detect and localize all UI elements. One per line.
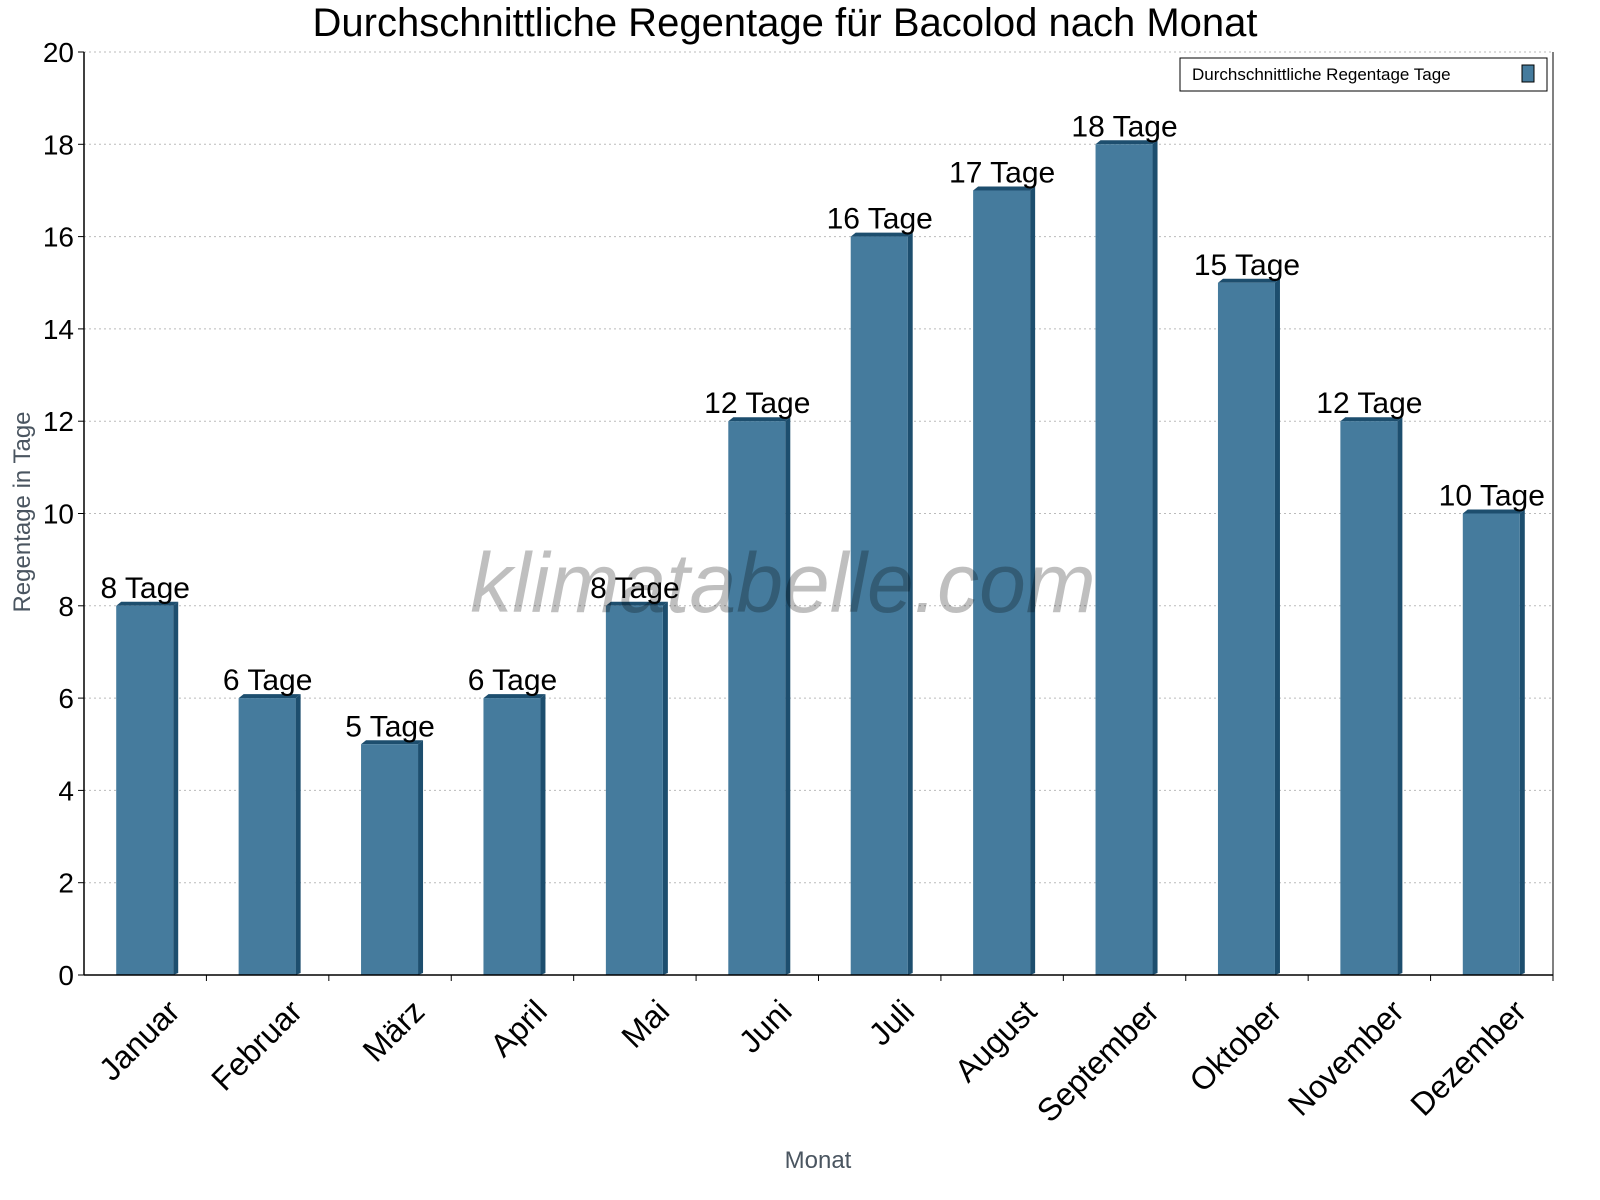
data-label: 6 Tage [468, 664, 558, 697]
y-tick-label: 10 [43, 499, 74, 530]
bar-side [785, 417, 791, 975]
bar [361, 744, 419, 975]
y-tick-label: 12 [43, 406, 74, 437]
x-tick-label: Oktober [1182, 993, 1288, 1099]
y-tick-label: 4 [58, 775, 74, 806]
x-tick-label: August [948, 993, 1044, 1089]
y-axis-label: Regentage in Tage [9, 411, 36, 612]
bar-side [1397, 417, 1403, 975]
bar-top [1340, 417, 1403, 422]
x-tick-label: Februar [204, 993, 309, 1098]
bar-top [483, 694, 546, 699]
bar-side [907, 232, 913, 976]
bar-side [295, 694, 301, 975]
x-tick-label: Januar [92, 993, 187, 1088]
bar [238, 698, 296, 975]
legend-swatch [1521, 64, 1535, 83]
data-label: 6 Tage [223, 664, 313, 697]
y-tick-label: 16 [43, 222, 74, 253]
x-axis-label: Monat [785, 1147, 852, 1174]
data-label: 15 Tage [1194, 249, 1300, 282]
x-tick-label: Mai [614, 993, 676, 1055]
x-tick-label: Juli [862, 993, 921, 1052]
bar-side [1030, 186, 1036, 975]
y-tick-label: 2 [58, 868, 74, 899]
data-label: 8 Tage [590, 572, 680, 605]
data-label: 18 Tage [1071, 110, 1177, 143]
legend-label: Durchschnittliche Regentage Tage [1192, 65, 1451, 84]
x-tick-label: November [1281, 993, 1411, 1123]
y-tick-label: 6 [58, 683, 74, 714]
bar [1095, 144, 1153, 976]
bar-top [238, 694, 301, 699]
y-tick-label: 14 [43, 314, 74, 345]
data-label: 8 Tage [100, 572, 190, 605]
bar-top [361, 740, 424, 745]
bar-top [1462, 509, 1525, 514]
bar-top [973, 186, 1036, 191]
bar [973, 190, 1031, 975]
bar-side [540, 694, 546, 975]
bar-top [1095, 140, 1158, 145]
bar [605, 605, 663, 975]
data-label: 12 Tage [704, 387, 810, 420]
bar-top [605, 601, 668, 606]
y-tick-label: 20 [43, 37, 74, 68]
bar-side [1519, 509, 1525, 975]
watermark: klimatabelle.com [470, 536, 1096, 630]
chart-title: Durchschnittliche Regentage für Bacolod … [313, 1, 1258, 45]
y-tick-label: 8 [58, 591, 74, 622]
bar [483, 698, 541, 975]
x-tick-label: April [483, 993, 554, 1064]
bar-side [662, 601, 668, 975]
bar-side [173, 601, 179, 975]
bar-top [1217, 278, 1280, 283]
bar-top [728, 417, 791, 422]
x-tick-label: September [1030, 993, 1166, 1129]
data-label: 12 Tage [1316, 387, 1422, 420]
x-axis-ticks: Januar Februar März April Mai Juni Juli AugustS… [92, 975, 1554, 1129]
data-label: 17 Tage [949, 156, 1055, 189]
bar-top [850, 232, 913, 237]
data-label: 16 Tage [827, 203, 933, 236]
bar-side [418, 740, 424, 975]
y-tick-label: 0 [58, 960, 74, 991]
grid-lines [84, 51, 1553, 884]
bars: 8 Tage 6 Tage 5 Tage 6 Tage 8 Tage 12 Tage 16 … [100, 110, 1545, 976]
bar-side [1274, 278, 1280, 975]
bar [1217, 282, 1275, 975]
bar [850, 236, 908, 976]
x-tick-label: Dezember [1403, 993, 1533, 1123]
bar [1462, 513, 1520, 975]
bar [116, 605, 174, 975]
data-label: 5 Tage [345, 710, 435, 743]
bar-side [1152, 140, 1158, 976]
data-label: 10 Tage [1439, 480, 1545, 513]
bar [1340, 421, 1398, 975]
y-tick-label: 18 [43, 129, 74, 160]
legend-box [1179, 57, 1548, 92]
x-tick-label: Juni [732, 993, 799, 1060]
bar-top [116, 601, 179, 606]
y-axis-ticks: 0 2 4 6 8 10 12 14 16 18 20 [43, 37, 84, 991]
bar [728, 421, 786, 975]
legend: Durchschnittliche Regentage Tage [1179, 57, 1548, 92]
x-tick-label: März [356, 993, 432, 1069]
